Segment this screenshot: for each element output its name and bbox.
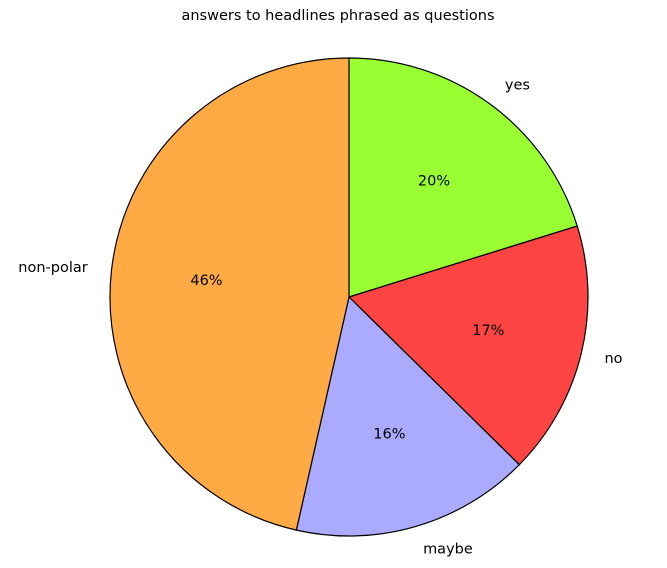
pie-slice-no — [348, 225, 589, 466]
percent-label-non-polar: 46% — [190, 273, 222, 289]
pie-slice-non-polar — [109, 57, 350, 531]
slice-label-yes: yes — [505, 77, 530, 93]
pie-slice-maybe — [295, 296, 520, 537]
slice-label-maybe: maybe — [423, 541, 473, 557]
pie-slices — [109, 57, 589, 537]
slice-label-non-polar: non-polar — [18, 260, 87, 276]
percent-label-no: 17% — [472, 323, 504, 339]
chart-title: answers to headlines phrased as question… — [181, 8, 495, 24]
category-labels: yes no maybe non-polar — [18, 77, 622, 557]
slice-label-no: no — [604, 351, 622, 367]
percent-labels: 20% 17% 16% 46% — [190, 174, 504, 443]
percent-label-yes: 20% — [418, 174, 450, 190]
pie-slice-yes — [348, 57, 578, 298]
percent-label-maybe: 16% — [373, 427, 405, 443]
